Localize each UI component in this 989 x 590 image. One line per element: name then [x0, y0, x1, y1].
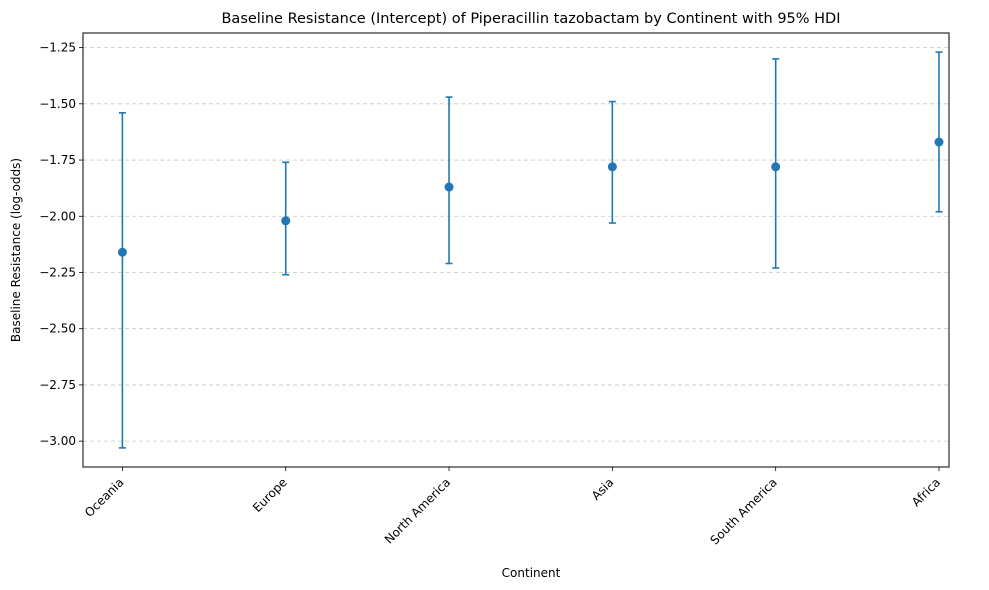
y-tick-label: −2.00: [39, 209, 76, 223]
mean-point: [444, 182, 454, 192]
mean-point: [607, 162, 617, 172]
y-axis: −3.00 −2.75 −2.50 −2.25 −2.00 −1.75 −1.50 −1.25: [39, 41, 83, 448]
x-tick-label: Asia: [589, 475, 617, 503]
mean-point: [934, 137, 944, 147]
mean-point: [281, 216, 291, 226]
chart-title: Baseline Resistance (Intercept) of Piper…: [221, 11, 840, 27]
y-tick-label: −1.25: [39, 41, 76, 55]
y-tick-label: −3.00: [39, 434, 76, 448]
x-tick-label: South America: [708, 475, 780, 547]
grid-layer: [83, 47, 949, 442]
marks-layer: [117, 51, 944, 449]
y-tick-label: −1.75: [39, 153, 76, 167]
plot-frame: [82, 32, 950, 468]
x-tick-label: Africa: [909, 475, 943, 509]
y-tick-label: −2.50: [39, 322, 76, 336]
y-axis-label: Baseline Resistance (log-odds): [9, 158, 23, 342]
y-tick-label: −2.25: [39, 265, 76, 279]
x-axis-label: Continent: [502, 566, 561, 580]
x-tick-label: North America: [382, 475, 453, 546]
x-tick-label: Europe: [250, 475, 290, 515]
mean-point: [117, 247, 127, 257]
x-tick-label: Oceania: [82, 475, 127, 520]
x-axis: Oceania Europe North America Asia South Amer…: [82, 467, 943, 547]
mean-point: [771, 162, 781, 172]
y-tick-label: −1.50: [39, 97, 76, 111]
y-tick-label: −2.75: [39, 378, 76, 392]
